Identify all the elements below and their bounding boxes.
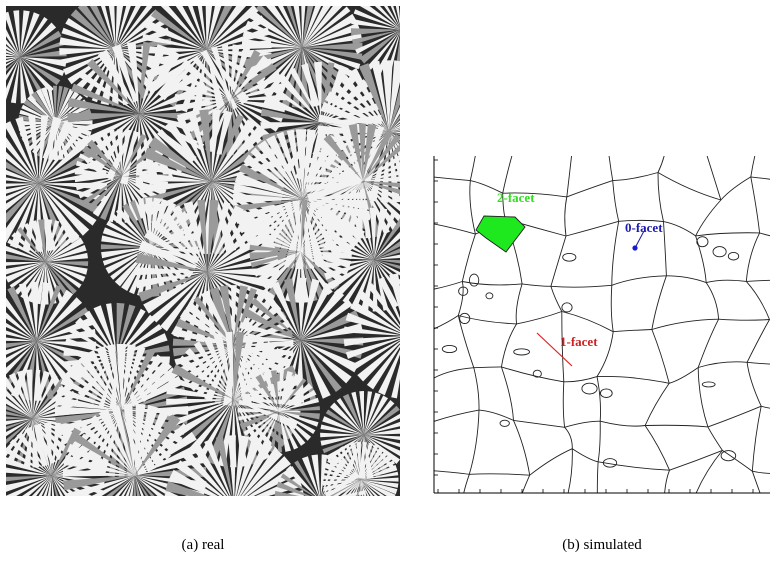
spherulite-ray <box>320 500 351 538</box>
spherulite-ray <box>320 500 343 543</box>
spherulite-ray <box>234 506 296 546</box>
micrograph <box>0 0 470 556</box>
spherulite-ray <box>279 500 320 524</box>
figure: 2-facet 0-facet 1-facet (a) real (b) sim… <box>0 0 770 556</box>
grain-boundary <box>463 497 515 513</box>
spherulite-ray <box>291 500 321 539</box>
spherulite-ray <box>407 277 436 336</box>
page: 2-facet 0-facet 1-facet (a) real (b) sim… <box>0 0 770 556</box>
spherulite-ray <box>164 506 234 516</box>
spherulite-ray <box>401 30 421 78</box>
spherulite-ray <box>401 0 417 30</box>
spherulite-ray <box>165 506 234 528</box>
grain-boundary <box>423 425 433 471</box>
spherulite-ray <box>234 506 281 556</box>
grain-boundary <box>480 128 516 142</box>
grain-boundary <box>667 137 701 140</box>
spherulite-ray <box>401 30 430 74</box>
spherulite-ray <box>234 506 271 556</box>
spherulite-ray <box>401 30 411 80</box>
grain-boundary <box>664 494 694 498</box>
grain-boundary <box>415 175 418 220</box>
spherulite-ray <box>234 506 301 536</box>
grain-boundary <box>701 127 764 137</box>
spherulite-ray <box>308 500 320 546</box>
spherulite-ray <box>168 506 234 540</box>
spherulite-ray <box>284 500 320 532</box>
spherulite-ray <box>401 30 444 60</box>
grain-boundary <box>425 290 428 332</box>
spherulite-ray <box>274 500 320 507</box>
spherulite-ray <box>320 500 365 514</box>
label-0-facet: 0-facet <box>625 220 663 235</box>
grain-boundary <box>413 147 416 176</box>
spherulite-ray <box>403 273 412 336</box>
spherulite-ray <box>320 500 333 545</box>
spherulite-ray <box>299 500 320 543</box>
spherulite-ray <box>401 30 438 67</box>
grain-boundary <box>598 495 665 519</box>
spherulite-ray <box>401 0 436 30</box>
spherulite-ray <box>401 5 447 30</box>
spherulite-ray <box>403 336 412 399</box>
grain-boundary <box>606 128 667 137</box>
grain-boundary <box>415 220 429 290</box>
grain-boundary <box>426 333 432 380</box>
spherulite-ray <box>401 0 442 30</box>
spherulite-ray <box>320 499 366 505</box>
grain-boundary <box>515 507 564 513</box>
spherulite-ray <box>407 336 437 395</box>
spherulite-ray <box>401 24 451 31</box>
label-2-facet: 2-facet <box>497 190 535 205</box>
spherulite-ray <box>401 15 450 30</box>
spherulite-ray <box>276 500 321 516</box>
simulation-background <box>434 156 770 493</box>
spherulite-ray <box>401 0 427 30</box>
grain-boundary <box>418 497 463 521</box>
spherulite-ray <box>234 506 259 556</box>
spherulite-ray <box>234 506 289 556</box>
caption-b: (b) simulated <box>562 537 642 553</box>
spherulite-ray <box>401 30 448 51</box>
spherulite-ray <box>225 506 236 556</box>
spherulite-ray <box>320 500 357 531</box>
zero-facet-point <box>632 245 637 250</box>
grain-boundary <box>413 128 480 146</box>
spherulite-ray <box>401 30 451 41</box>
spherulite-ray <box>234 506 304 523</box>
caption-a: (a) real <box>182 537 225 553</box>
grain-boundary <box>761 496 770 510</box>
spherulite-ray <box>318 500 325 546</box>
grain-boundary <box>564 507 598 519</box>
spherulite-ray <box>401 0 408 30</box>
grain-boundary <box>418 471 433 521</box>
grain-boundary <box>764 127 770 129</box>
spherulite-ray <box>407 336 424 399</box>
spherulite-ray <box>234 506 247 556</box>
grain-boundary <box>516 130 575 142</box>
grain-boundary <box>423 379 432 425</box>
grain-boundary <box>694 496 761 497</box>
simulation-panel: 2-facet 0-facet 1-facet <box>413 127 770 520</box>
spherulite-ray <box>320 500 362 523</box>
grain-boundary <box>574 128 606 131</box>
spherulite-ray <box>234 503 304 510</box>
spherulite-ray <box>407 273 424 336</box>
label-1-facet: 1-facet <box>560 334 598 349</box>
